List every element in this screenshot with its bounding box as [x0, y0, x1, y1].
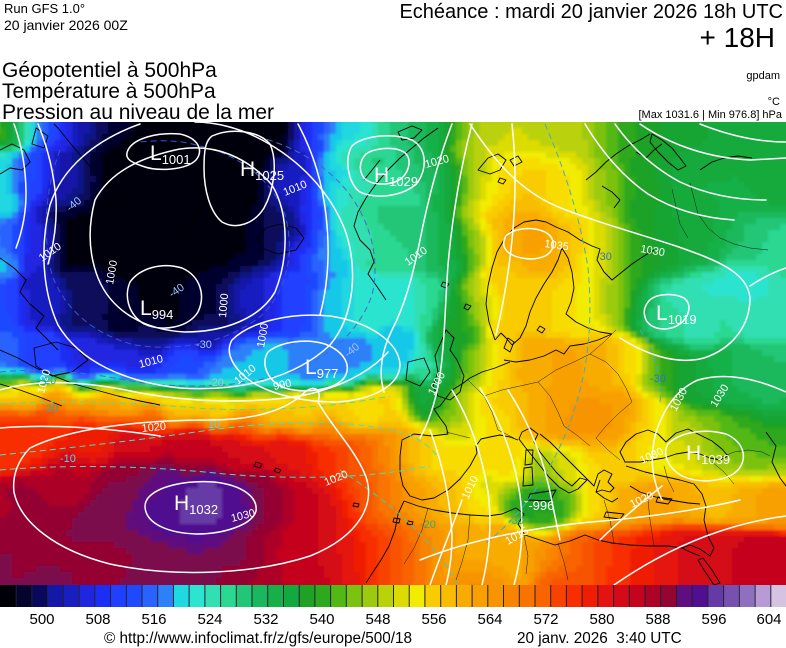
svg-text:-30: -30 [596, 251, 612, 263]
svg-text:540: 540 [309, 611, 334, 628]
svg-text:524: 524 [197, 611, 222, 628]
svg-text:604: 604 [756, 611, 781, 628]
svg-text:-20: -20 [208, 377, 224, 389]
svg-text:1000: 1000 [255, 322, 271, 348]
svg-text:1000: 1000 [104, 259, 120, 285]
svg-text:-10: -10 [60, 453, 76, 465]
svg-text:588: 588 [645, 611, 670, 628]
svg-text:532: 532 [253, 611, 278, 628]
svg-text:508: 508 [85, 611, 110, 628]
svg-text:596: 596 [701, 611, 726, 628]
svg-text:572: 572 [533, 611, 558, 628]
svg-text:20: 20 [44, 375, 56, 387]
svg-text:564: 564 [477, 611, 502, 628]
svg-text:516: 516 [141, 611, 166, 628]
svg-text:-30: -30 [508, 515, 524, 527]
svg-text:548: 548 [365, 611, 390, 628]
svg-text:10: 10 [208, 419, 220, 431]
svg-text:1035: 1035 [544, 238, 570, 253]
svg-text:500: 500 [29, 611, 54, 628]
svg-text:556: 556 [421, 611, 446, 628]
svg-text:580: 580 [589, 611, 614, 628]
svg-text:-30: -30 [650, 373, 666, 385]
svg-text:1000: 1000 [217, 293, 231, 318]
svg-text:ˇ-996: ˇ-996 [524, 498, 554, 513]
svg-text:-30: -30 [196, 339, 212, 351]
svg-text:20: 20 [46, 403, 58, 415]
svg-text:1030: 1030 [230, 507, 257, 525]
svg-text:1030: 1030 [639, 243, 665, 259]
svg-text:-20: -20 [420, 519, 436, 531]
svg-text:1020: 1020 [141, 420, 167, 434]
svg-text:990: 990 [272, 377, 292, 393]
